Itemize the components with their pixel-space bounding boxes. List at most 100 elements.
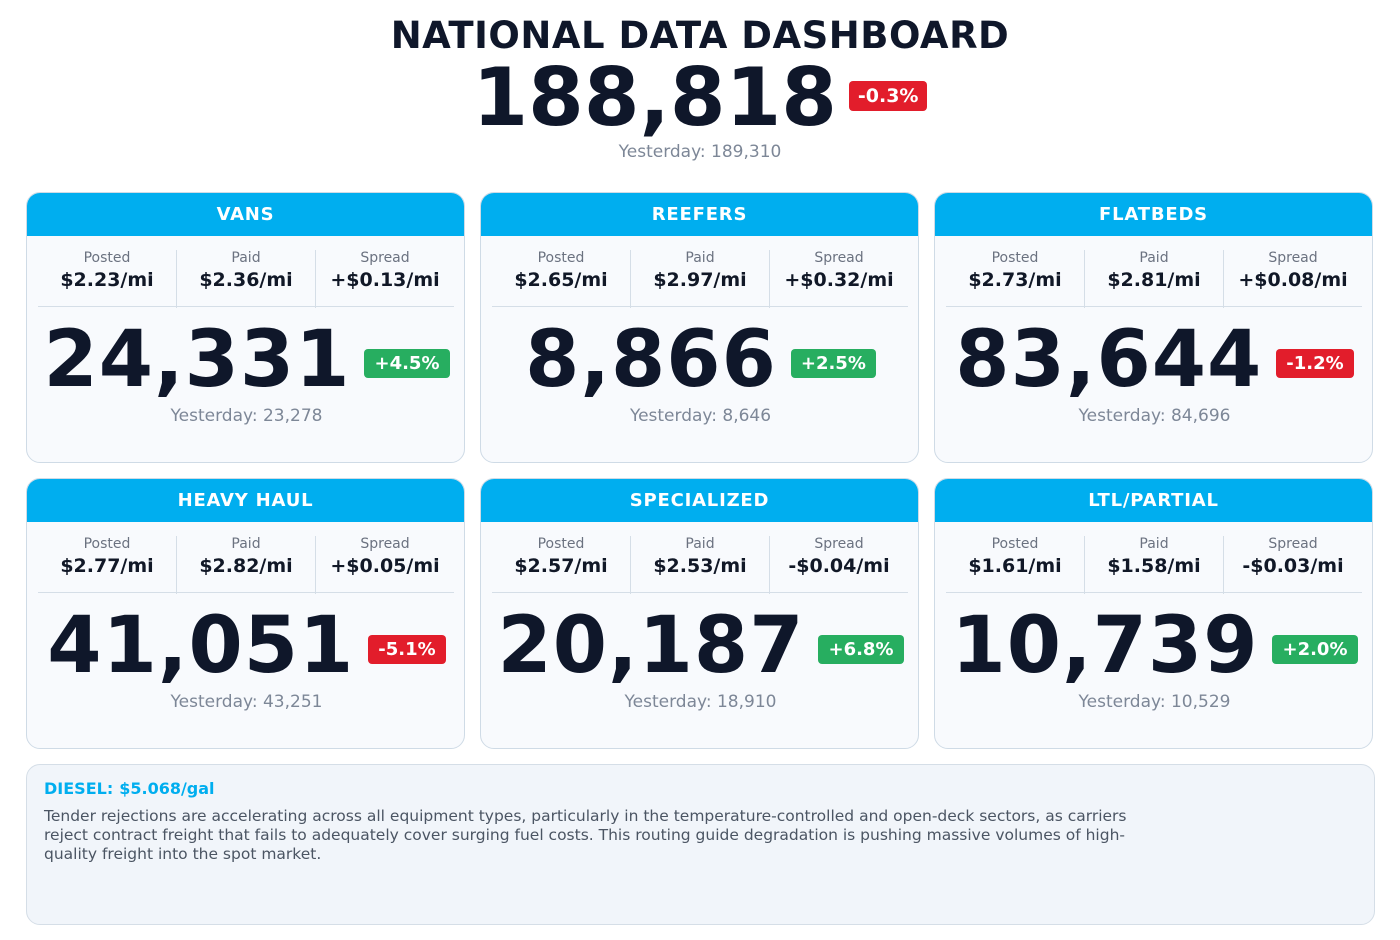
stat-paid: Paid $2.81/mi: [1084, 250, 1223, 308]
rate-stats: Posted $2.77/mi Paid $2.82/mi Spread +$0.05…: [38, 536, 454, 594]
stat-label: Spread: [1268, 250, 1318, 266]
spread-rate: +$0.32/mi: [784, 269, 894, 291]
market-commentary: Tender rejections are accelerating acros…: [44, 807, 1127, 863]
rate-stats: Posted $2.23/mi Paid $2.36/mi Spread +$0.13…: [38, 250, 454, 308]
stat-label: Posted: [537, 536, 585, 552]
divider: [492, 592, 908, 593]
change-badge: +4.5%: [364, 348, 450, 378]
card-specialized: SPECIALIZED Posted $2.57/mi Paid $2.53/mi …: [480, 478, 919, 749]
volume-row: 20,187 +6.8%: [481, 601, 918, 691]
stat-paid: Paid $2.53/mi: [630, 536, 769, 594]
stat-posted: Posted $2.23/mi: [38, 250, 176, 308]
paid-rate: $2.97/mi: [653, 269, 747, 291]
stat-label: Paid: [685, 536, 715, 552]
volume-row: 24,331 +4.5%: [27, 317, 464, 403]
volume-value: 8,866: [525, 315, 777, 405]
diesel-label: DIESEL:: [44, 779, 114, 798]
stat-spread: Spread -$0.03/mi: [1223, 536, 1362, 594]
card-title: HEAVY HAUL: [27, 479, 464, 522]
spread-rate: -$0.03/mi: [1242, 555, 1344, 577]
volume-value: 20,187: [497, 601, 805, 691]
paid-rate: $2.82/mi: [199, 555, 293, 577]
card-title: LTL/PARTIAL: [935, 479, 1372, 522]
spread-rate: +$0.13/mi: [330, 269, 440, 291]
stat-paid: Paid $2.82/mi: [176, 536, 315, 594]
rate-stats: Posted $2.73/mi Paid $2.81/mi Spread +$0.08…: [946, 250, 1362, 308]
card-ltl-partial: LTL/PARTIAL Posted $1.61/mi Paid $1.58/mi …: [934, 478, 1373, 749]
stat-label: Spread: [1268, 536, 1318, 552]
stat-label: Paid: [1139, 536, 1169, 552]
stat-spread: Spread +$0.13/mi: [315, 250, 454, 308]
rate-stats: Posted $2.57/mi Paid $2.53/mi Spread -$0.04…: [492, 536, 908, 594]
posted-rate: $1.61/mi: [968, 555, 1062, 577]
posted-rate: $2.65/mi: [514, 269, 608, 291]
stat-label: Paid: [1139, 250, 1169, 266]
stat-label: Spread: [360, 536, 410, 552]
card-title: FLATBEDS: [935, 193, 1372, 236]
stat-spread: Spread +$0.05/mi: [315, 536, 454, 594]
yesterday-value: Yesterday: 84,696: [1078, 406, 1231, 426]
dashboard-title: NATIONAL DATA DASHBOARD: [390, 14, 1010, 57]
volume-value: 83,644: [955, 315, 1263, 405]
volume-value: 10,739: [951, 601, 1259, 691]
change-badge: -1.2%: [1276, 348, 1354, 378]
posted-rate: $2.77/mi: [60, 555, 154, 577]
yesterday-value: Yesterday: 10,529: [1078, 692, 1231, 712]
national-total-value: 188,818: [472, 51, 837, 144]
divider: [946, 306, 1362, 307]
yesterday-value: Yesterday: 43,251: [170, 692, 323, 712]
volume-row: 8,866 +2.5%: [481, 315, 918, 405]
stat-posted: Posted $2.65/mi: [492, 250, 630, 308]
card-reefers: REEFERS Posted $2.65/mi Paid $2.97/mi Spre…: [480, 192, 919, 463]
national-yesterday: Yesterday: 189,310: [618, 142, 782, 162]
change-badge: +2.5%: [790, 348, 876, 378]
stat-label: Paid: [231, 536, 261, 552]
card-title: SPECIALIZED: [481, 479, 918, 522]
paid-rate: $1.58/mi: [1107, 555, 1201, 577]
stat-paid: Paid $2.97/mi: [630, 250, 769, 308]
stat-label: Paid: [231, 250, 261, 266]
paid-rate: $2.81/mi: [1107, 269, 1201, 291]
posted-rate: $2.73/mi: [968, 269, 1062, 291]
stat-label: Spread: [814, 536, 864, 552]
card-heavy-haul: HEAVY HAUL Posted $2.77/mi Paid $2.82/mi S…: [26, 478, 465, 749]
card-title: VANS: [27, 193, 464, 236]
stat-label: Posted: [991, 250, 1039, 266]
national-total: 188,818 -0.3%: [0, 52, 1400, 144]
volume-row: 83,644 -1.2%: [935, 315, 1372, 405]
stat-label: Spread: [360, 250, 410, 266]
stat-posted: Posted $2.77/mi: [38, 536, 176, 594]
card-vans: VANS Posted $2.23/mi Paid $2.36/mi Spread +…: [26, 192, 465, 463]
yesterday-value: Yesterday: 23,278: [170, 406, 323, 426]
change-badge: +6.8%: [818, 634, 904, 664]
card-title: REEFERS: [481, 193, 918, 236]
stat-spread: Spread +$0.08/mi: [1223, 250, 1362, 308]
divider: [946, 592, 1362, 593]
stat-posted: Posted $2.73/mi: [946, 250, 1084, 308]
stat-paid: Paid $1.58/mi: [1084, 536, 1223, 594]
national-change-badge: -0.3%: [848, 81, 928, 111]
rate-stats: Posted $2.65/mi Paid $2.97/mi Spread +$0.32…: [492, 250, 908, 308]
paid-rate: $2.53/mi: [653, 555, 747, 577]
stat-label: Posted: [537, 250, 585, 266]
change-badge: +2.0%: [1272, 634, 1358, 664]
change-badge: -5.1%: [368, 634, 446, 664]
spread-rate: +$0.05/mi: [330, 555, 440, 577]
divider: [492, 306, 908, 307]
paid-rate: $2.36/mi: [199, 269, 293, 291]
stat-spread: Spread -$0.04/mi: [769, 536, 908, 594]
spread-rate: +$0.08/mi: [1238, 269, 1348, 291]
volume-row: 41,051 -5.1%: [27, 603, 464, 689]
stat-label: Posted: [83, 250, 131, 266]
diesel-value: $5.068/gal: [119, 779, 215, 798]
yesterday-value: Yesterday: 8,646: [629, 406, 772, 426]
divider: [38, 306, 454, 307]
posted-rate: $2.23/mi: [60, 269, 154, 291]
stat-posted: Posted $1.61/mi: [946, 536, 1084, 594]
stat-posted: Posted $2.57/mi: [492, 536, 630, 594]
diesel-price: DIESEL: $5.068/gal: [44, 779, 1357, 799]
spread-rate: -$0.04/mi: [788, 555, 890, 577]
yesterday-value: Yesterday: 18,910: [624, 692, 777, 712]
stat-label: Paid: [685, 250, 715, 266]
stat-label: Posted: [991, 536, 1039, 552]
